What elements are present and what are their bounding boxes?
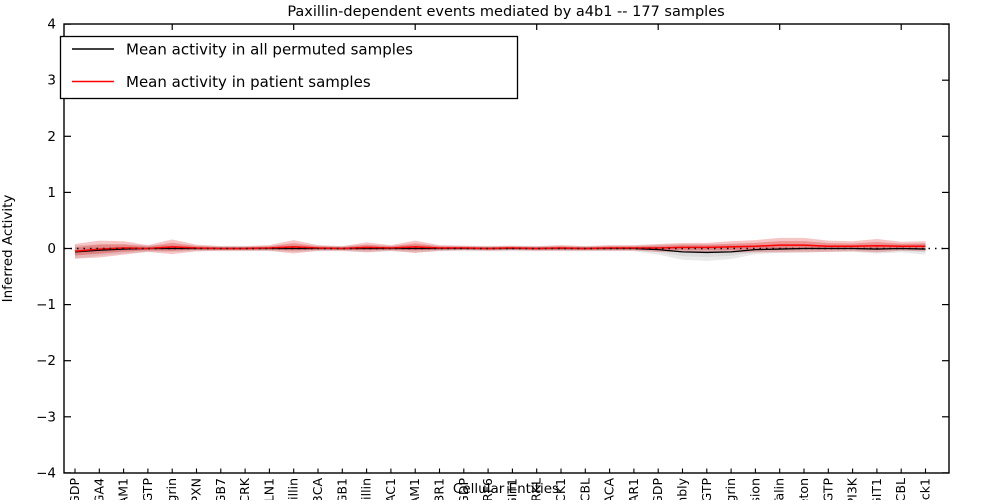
- x-category-label: VCAM1: [116, 478, 131, 500]
- y-axis-label: Inferred Activity: [0, 195, 16, 303]
- y-tick-label: 1: [47, 185, 56, 201]
- legend-box: [59, 35, 519, 100]
- x-category-label: ARF6: [480, 478, 495, 500]
- x-category-label: alpha4/beta7 Integrin: [164, 478, 179, 500]
- x-category-label: alpha4/beta1 Integrin/Paxillin/Talin/Act…: [796, 478, 811, 500]
- x-category-label: PRKACA: [602, 478, 617, 500]
- y-tick-label: 2: [47, 129, 56, 145]
- x-category-label: mol:GDP: [67, 478, 82, 500]
- x-category-label: alpha4/beta1 Integrin/Paxillin/GIT1: [869, 478, 884, 500]
- y-tick-label: 4: [47, 17, 56, 33]
- x-category-label: alpha4/beta1 Integrin: [723, 478, 738, 500]
- x-category-label: BCAR1: [626, 478, 641, 500]
- x-category-label: ARF6/GTP: [820, 478, 835, 500]
- x-category-label: ARF6/GDP: [650, 478, 665, 500]
- x-category-label: PIK3R1: [432, 478, 447, 500]
- x-category-label: RAC1: [383, 478, 398, 500]
- x-category-label: ITGB7: [213, 478, 228, 500]
- x-category-label: TLN1: [261, 478, 276, 500]
- x-category-label: mol:GTP: [140, 478, 155, 500]
- x-category-label: Rac1/GTP: [699, 478, 714, 500]
- x-category-label: cell adhesion: [747, 478, 762, 500]
- x-category-label: alpha4/beta7 Integrin/Paxillin: [286, 478, 301, 500]
- x-category-label: alpha4/beta1 Integrin/Paxillin/VCAM1: [407, 478, 422, 500]
- x-category-label: PIK3CA: [310, 478, 325, 500]
- x-category-label: PXN: [189, 478, 204, 500]
- x-category-label: alpha4/beta1 Integrin/Paxillin: [359, 478, 374, 500]
- y-tick-label: 3: [47, 73, 56, 89]
- x-category-label: p130Cas/Crk/Dock1: [918, 478, 933, 500]
- legend: Mean activity in all permuted samples Me…: [59, 35, 519, 100]
- x-category-label: alpha4/beta1 Integrin/Paxillin/Talin: [772, 478, 787, 500]
- x-axis-label: Cellular Entities: [453, 481, 559, 497]
- y-tick-label: −1: [36, 297, 56, 313]
- x-category-label: CRKL: [529, 478, 544, 500]
- legend-label-patient: Mean activity in patient samples: [126, 73, 371, 91]
- y-tick-label: −2: [36, 353, 56, 369]
- x-category-label: lamellipodium assembly: [675, 477, 690, 500]
- chart-title: Paxillin-dependent events mediated by a4…: [287, 4, 724, 20]
- x-category-label: DOCK1: [553, 478, 568, 500]
- x-category-label: CRKL/CBL: [893, 478, 908, 500]
- y-tick-label: 0: [47, 241, 56, 257]
- x-category-label: CRK: [237, 477, 252, 500]
- legend-label-permuted: Mean activity in all permuted samples: [126, 41, 413, 59]
- x-category-label: ITGA4: [91, 478, 106, 500]
- x-category-label: PI3K: [845, 477, 860, 500]
- x-category-label: Rac1/GDP: [456, 478, 471, 500]
- x-category-label: GIT1: [504, 478, 519, 500]
- y-tick-label: −4: [36, 465, 56, 481]
- x-category-label: CBL: [577, 478, 592, 500]
- y-tick-label: −3: [36, 409, 56, 425]
- x-category-label: ITGB1: [334, 478, 349, 500]
